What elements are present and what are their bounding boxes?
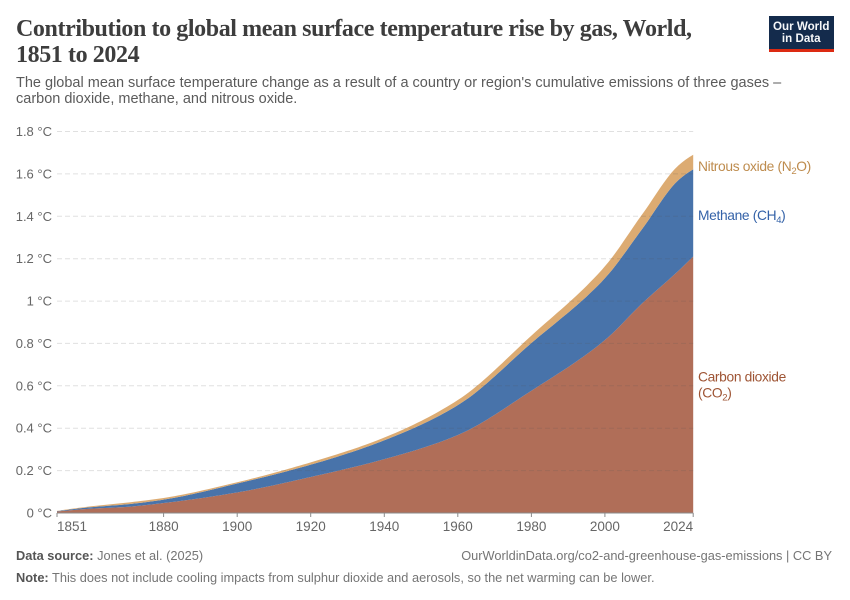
svg-text:1.6 °C: 1.6 °C <box>16 166 52 181</box>
svg-text:0.2 °C: 0.2 °C <box>16 463 52 478</box>
svg-text:1 °C: 1 °C <box>27 294 52 309</box>
svg-text:1900: 1900 <box>222 519 252 534</box>
svg-text:1880: 1880 <box>149 519 179 534</box>
svg-text:1980: 1980 <box>516 519 546 534</box>
svg-text:0 °C: 0 °C <box>27 506 52 521</box>
svg-text:1920: 1920 <box>296 519 326 534</box>
svg-text:1.8 °C: 1.8 °C <box>16 124 52 139</box>
svg-text:Carbon dioxide: Carbon dioxide <box>698 370 787 385</box>
svg-text:1.2 °C: 1.2 °C <box>16 251 52 266</box>
svg-text:0.8 °C: 0.8 °C <box>16 336 52 351</box>
svg-text:1940: 1940 <box>369 519 399 534</box>
svg-text:Methane (CH4): Methane (CH4) <box>698 208 785 226</box>
svg-text:2000: 2000 <box>590 519 620 534</box>
svg-text:0.4 °C: 0.4 °C <box>16 421 52 436</box>
svg-text:Nitrous oxide (N2O): Nitrous oxide (N2O) <box>698 159 811 177</box>
svg-text:(CO2): (CO2) <box>698 386 731 404</box>
svg-text:0.6 °C: 0.6 °C <box>16 378 52 393</box>
svg-text:1960: 1960 <box>443 519 473 534</box>
svg-text:1851: 1851 <box>57 519 87 534</box>
svg-text:2024: 2024 <box>663 519 694 534</box>
svg-text:1.4 °C: 1.4 °C <box>16 209 52 224</box>
